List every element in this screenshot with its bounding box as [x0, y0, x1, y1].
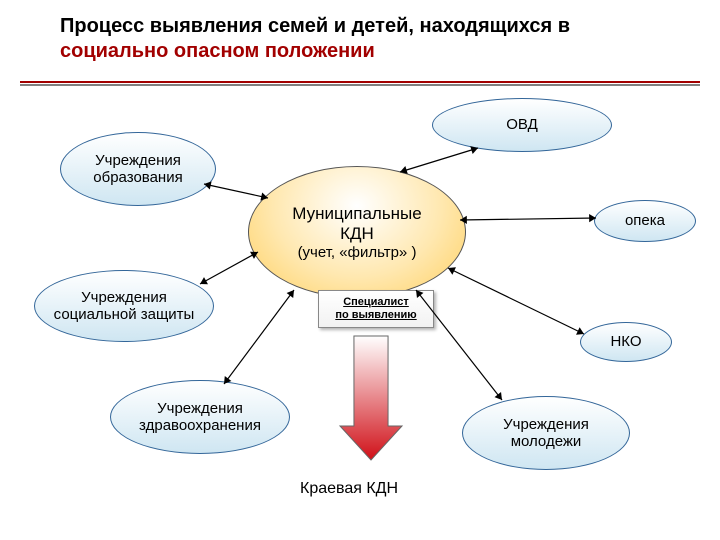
title-line1: Процесс выявления семей и детей, находящ…	[60, 15, 570, 37]
spec-line2: по выявлению	[335, 309, 416, 321]
node-ovd-label: ОВД	[500, 116, 544, 133]
node-ovd: ОВД	[432, 98, 612, 152]
node-health: Учрежденияздравоохранения	[110, 380, 290, 454]
node-soc: Учреждениясоциальной защиты	[34, 270, 214, 342]
node-youth: Учреждениямолодежи	[462, 396, 630, 470]
central-line1: Муниципальные	[292, 204, 421, 224]
central-line2: КДН	[340, 224, 374, 244]
node-nko-label: НКО	[604, 333, 647, 350]
node-opeka-label: опека	[619, 212, 671, 229]
central-node: Муниципальные КДН (учет, «фильтр» )	[248, 166, 466, 298]
spec-line1: Специалист	[343, 296, 409, 308]
specialist-box: Специалист по выявлению	[318, 290, 434, 328]
node-edu-label: Учрежденияобразования	[87, 152, 188, 187]
node-opeka: опека	[594, 200, 696, 242]
kray-label: Краевая КДН	[300, 480, 398, 498]
node-nko: НКО	[580, 322, 672, 362]
central-line3: (учет, «фильтр» )	[298, 244, 417, 261]
title-line2: социально опасном положении	[60, 40, 375, 62]
diagram-page: Процесс выявления семей и детей, находящ…	[0, 0, 720, 540]
page-title: Процесс выявления семей и детей, находящ…	[60, 14, 680, 64]
title-block: Процесс выявления семей и детей, находящ…	[60, 14, 680, 64]
node-edu: Учрежденияобразования	[60, 132, 216, 206]
node-youth-label: Учреждениямолодежи	[497, 416, 595, 451]
node-soc-label: Учреждениясоциальной защиты	[48, 289, 201, 324]
node-health-label: Учрежденияздравоохранения	[133, 400, 267, 435]
